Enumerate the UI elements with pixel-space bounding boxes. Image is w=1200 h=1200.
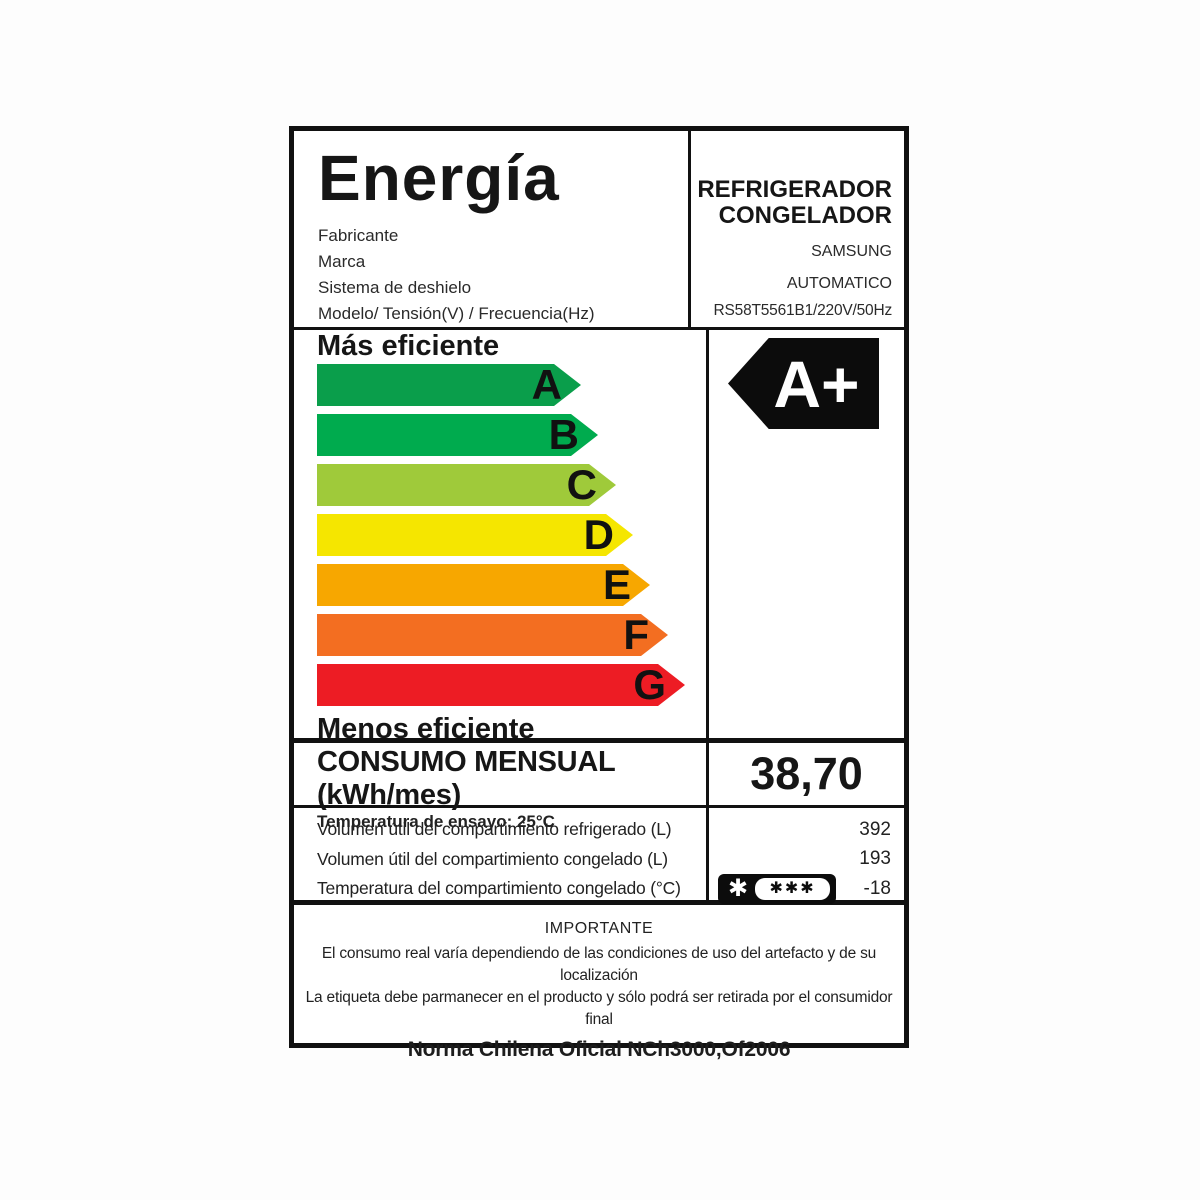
- consumption-title: CONSUMO MENSUAL (kWh/mes): [317, 746, 615, 811]
- efficiency-scale-column: Más eficiente A B C D E F G Menos eficie…: [294, 330, 709, 745]
- detail-label-frozen-volume: Volumen útil del compartimiento congelad…: [317, 848, 668, 869]
- consumption-labels: CONSUMO MENSUAL (kWh/mes) Temperatura de…: [294, 743, 709, 831]
- detail-label-refrigerated-volume: Volumen útil del compartimiento refriger…: [317, 819, 672, 839]
- rating-bar-letter-c: C: [566, 461, 597, 508]
- detail-value-row: ✱ ✱✱✱ -18: [709, 873, 891, 904]
- field-fabricante: Fabricante: [318, 226, 399, 245]
- footer-section: IMPORTANTE El consumo real varía dependi…: [294, 905, 904, 1062]
- rating-value: A+: [773, 346, 860, 421]
- rating-bar: C: [317, 464, 616, 506]
- field-modelo-tension-frecuencia: Modelo/ Tensión(V) / Frecuencia(Hz): [318, 304, 595, 323]
- rating-bar-letter-f: F: [623, 611, 649, 658]
- detail-value-refrigerated-volume: 392: [859, 818, 891, 840]
- header-section: Energía Fabricante Marca Sistema de desh…: [294, 131, 904, 330]
- freezer-star-pill: ✱✱✱: [755, 877, 830, 900]
- rating-bar: F: [317, 614, 668, 656]
- consumption-value: 38,70: [750, 748, 863, 799]
- detail-value-freezer-temperature: -18: [863, 877, 891, 899]
- consumption-section: CONSUMO MENSUAL (kWh/mes) Temperatura de…: [294, 743, 904, 831]
- field-marca: Marca: [318, 252, 366, 271]
- product-type-line1: REFRIGERADOR: [697, 176, 892, 203]
- details-labels: Volumen útil del compartimiento refriger…: [294, 808, 709, 900]
- footer-disclaimer-line1: El consumo real varía dependiendo de las…: [321, 945, 877, 984]
- efficiency-bars: A B C D E F G: [317, 364, 706, 706]
- rating-bar-letter-d: D: [583, 511, 614, 558]
- product-model-voltage-frequency: RS58T5561B1/220V/50Hz: [713, 302, 893, 319]
- product-manufacturer: SAMSUNG: [811, 243, 892, 260]
- product-defrost-system: AUTOMATICO: [786, 275, 892, 292]
- energy-efficiency-label: Energía Fabricante Marca Sistema de desh…: [289, 126, 909, 1061]
- efficiency-scale-section: Más eficiente A B C D E F G Menos eficie…: [294, 330, 904, 745]
- consumption-value-cell: 38,70: [709, 743, 904, 805]
- rating-bar: G: [317, 664, 685, 706]
- field-labels: Fabricante Marca Sistema de deshielo Mod…: [318, 223, 688, 327]
- product-type-line2: CONGELADOR: [718, 202, 892, 229]
- details-values: 392 193 ✱ ✱✱✱ -18: [709, 808, 904, 904]
- freezer-three-stars-icon: ✱✱✱: [769, 879, 816, 897]
- rating-bar: A: [317, 364, 581, 406]
- rating-bar-letter-b: B: [548, 411, 579, 458]
- freezer-star-rating-badge: ✱ ✱✱✱: [718, 873, 836, 904]
- rating-column: A+: [709, 330, 904, 738]
- footer-disclaimer-line2: La etiqueta debe parmanecer en el produc…: [305, 989, 893, 1028]
- field-sistema-deshielo: Sistema de deshielo: [318, 278, 472, 297]
- footer-heading: IMPORTANTE: [544, 920, 654, 937]
- rating-bar: B: [317, 414, 598, 456]
- product-type: REFRIGERADOR CONGELADOR: [697, 177, 892, 229]
- rating-bar-letter-a: A: [531, 361, 562, 408]
- detail-value-row: 193: [709, 845, 891, 875]
- freezer-star-icon: ✱: [728, 874, 749, 902]
- footer-standard-reference: Norma Chilena Oficial NCh3000,Of2006: [407, 1038, 791, 1061]
- detail-label-freezer-temperature: Temperatura del compartimiento congelado…: [317, 878, 681, 898]
- detail-value-row: 392: [709, 815, 891, 845]
- rating-bar-letter-g: G: [633, 661, 666, 708]
- label-title: Energía: [318, 142, 560, 214]
- header-right-column: REFRIGERADOR CONGELADOR SAMSUNG AUTOMATI…: [691, 131, 904, 327]
- header-left-column: Energía Fabricante Marca Sistema de desh…: [294, 131, 692, 327]
- rating-bar-letter-e: E: [602, 561, 631, 608]
- rating-bar: E: [317, 564, 650, 606]
- less-efficient-heading: Menos eficiente: [317, 713, 535, 745]
- more-efficient-heading: Más eficiente: [317, 330, 500, 362]
- rating-bar: D: [317, 514, 633, 556]
- rating-badge: A+: [728, 338, 879, 429]
- consumption-test-temperature: Temperatura de ensayo: 25°C: [317, 812, 555, 831]
- detail-value-frozen-volume: 193: [859, 848, 891, 870]
- details-section: Volumen útil del compartimiento refriger…: [294, 808, 904, 905]
